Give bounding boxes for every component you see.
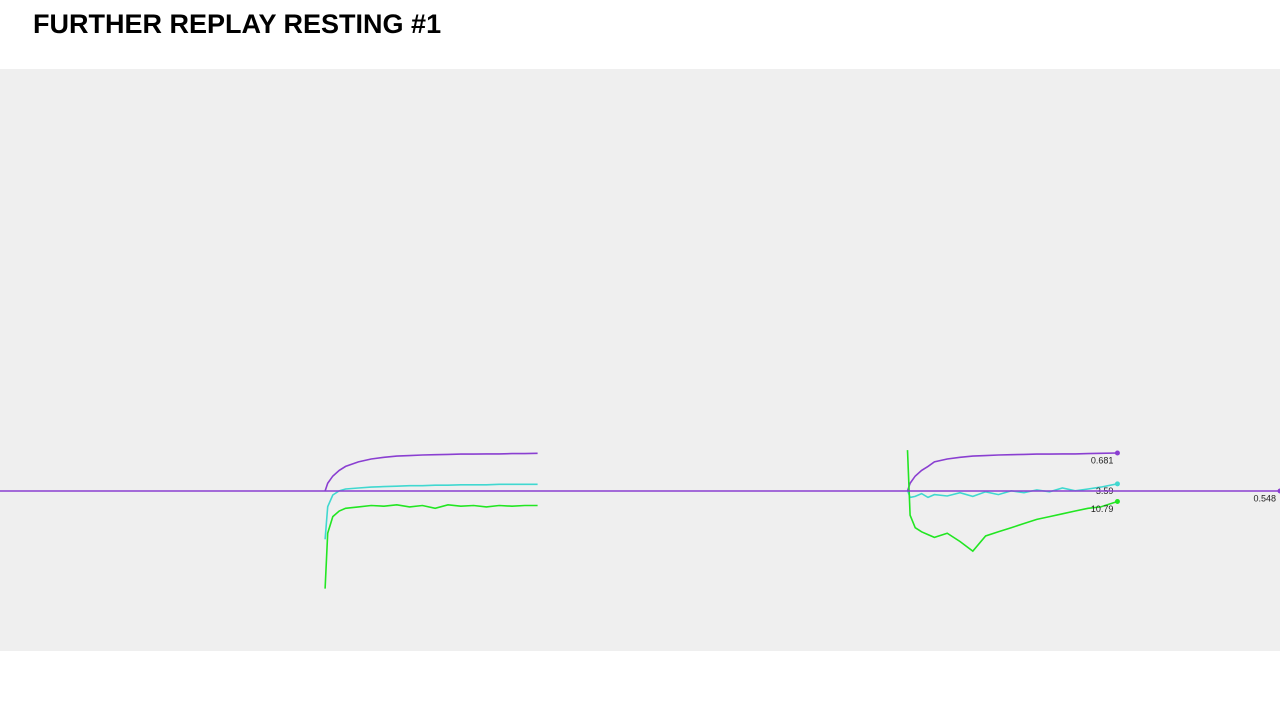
chart-title: FURTHER REPLAY RESTING #1: [33, 9, 441, 39]
line: [324, 503, 538, 589]
end-point: [1114, 450, 1120, 456]
end-label: 0.681: [1091, 455, 1114, 465]
end-point: [1114, 481, 1120, 487]
plot-panel: [0, 69, 1280, 651]
line: [906, 452, 1118, 492]
line: [324, 452, 538, 492]
end-point: [1277, 488, 1280, 494]
line: [906, 450, 1118, 553]
end-point: [1114, 498, 1120, 504]
end-label: 10.79: [1091, 504, 1114, 514]
end-label: 0.548: [1253, 493, 1276, 503]
